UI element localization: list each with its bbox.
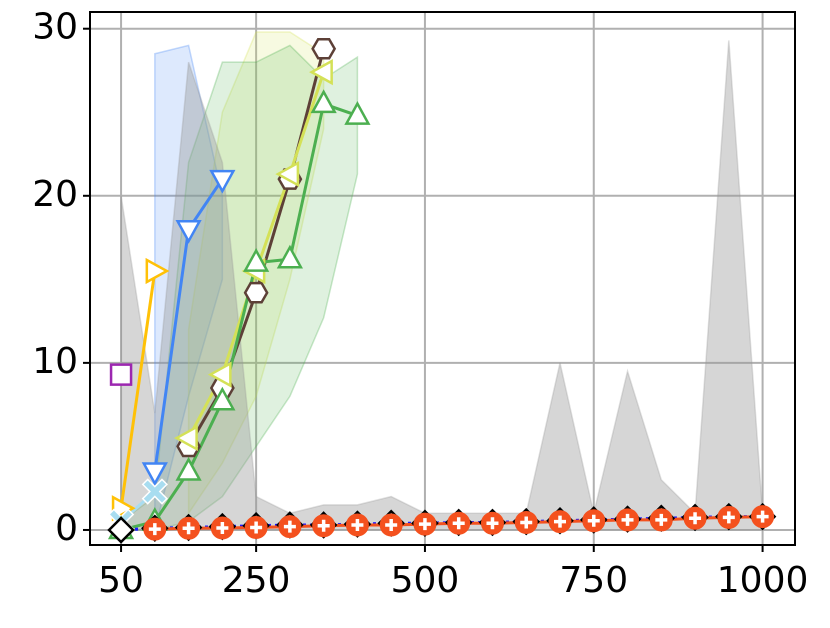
- plot-frame: [89, 11, 796, 546]
- x-tick-label: 500: [391, 560, 460, 601]
- marker: [278, 515, 302, 539]
- marker-plus: [621, 513, 634, 526]
- marker: [109, 363, 133, 386]
- marker: [514, 510, 538, 534]
- marker: [177, 516, 201, 540]
- marker: [243, 281, 269, 304]
- x-tick-label: 250: [222, 560, 291, 601]
- marker: [379, 513, 403, 537]
- x-tick-label: 1000: [717, 560, 809, 601]
- marker: [312, 514, 336, 538]
- marker: [209, 386, 236, 411]
- marker-plus: [385, 518, 398, 531]
- marker-plus: [587, 514, 600, 527]
- marker: [207, 361, 232, 388]
- marker: [311, 37, 337, 60]
- marker: [175, 219, 202, 244]
- marker: [683, 506, 707, 530]
- marker-plus: [756, 510, 769, 523]
- marker: [141, 462, 168, 487]
- y-tick-label: 30: [32, 7, 78, 48]
- marker: [276, 244, 303, 269]
- marker-plus: [317, 519, 330, 532]
- marker-plus: [452, 517, 465, 530]
- line: [119, 270, 157, 509]
- marker: [173, 424, 198, 452]
- marker: [243, 248, 270, 272]
- marker: [244, 515, 268, 539]
- marker: [480, 511, 504, 535]
- marker: [649, 508, 673, 532]
- line: [120, 101, 358, 532]
- marker-plus: [182, 522, 195, 535]
- y-tick-label: 20: [32, 174, 78, 215]
- marker: [345, 513, 369, 537]
- marker: [141, 478, 168, 505]
- marker-plus: [351, 518, 364, 531]
- x-tick-label: 50: [98, 560, 144, 601]
- marker-plus: [520, 516, 533, 529]
- marker-plus: [418, 518, 431, 531]
- marker-plus: [554, 515, 566, 528]
- marker-plus: [486, 517, 499, 530]
- marker: [107, 516, 135, 544]
- marker: [582, 509, 606, 533]
- y-tick-label: 0: [55, 508, 78, 549]
- marker: [413, 512, 437, 536]
- marker: [145, 257, 170, 285]
- marker-plus: [722, 511, 735, 524]
- marker: [548, 510, 572, 534]
- marker-plus: [148, 523, 161, 536]
- marker: [717, 505, 741, 529]
- marker: [447, 511, 471, 535]
- marker: [143, 517, 167, 541]
- marker: [275, 160, 300, 188]
- x-tick-label: 750: [559, 560, 628, 601]
- y-tick-label: 10: [32, 341, 78, 382]
- marker: [616, 508, 640, 532]
- marker: [344, 100, 371, 125]
- marker: [309, 59, 333, 86]
- marker: [175, 456, 202, 481]
- marker-plus: [250, 521, 263, 534]
- plot: [90, 12, 795, 545]
- marker: [310, 89, 337, 114]
- marker: [210, 516, 234, 540]
- marker: [751, 505, 775, 529]
- marker-plus: [655, 513, 668, 526]
- marker-plus: [689, 512, 702, 525]
- marker: [209, 169, 236, 194]
- marker-plus: [283, 520, 296, 533]
- marker-plus: [216, 521, 229, 534]
